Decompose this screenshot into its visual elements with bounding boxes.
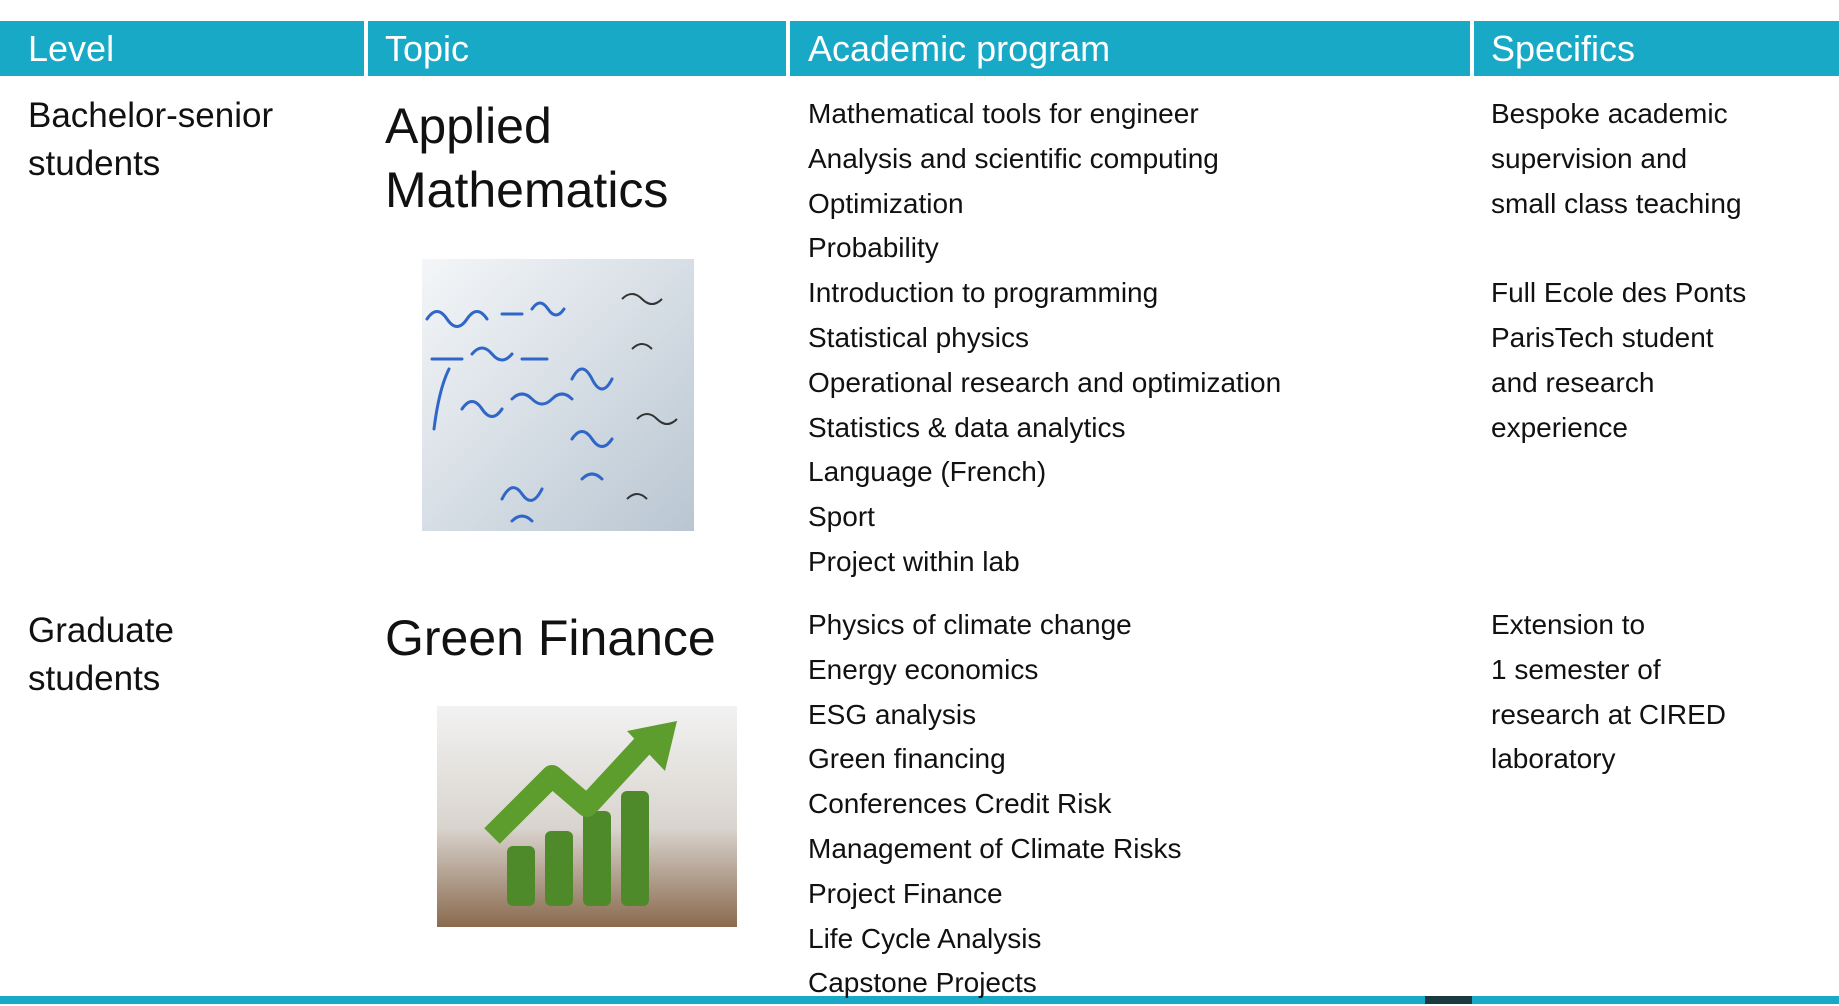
topic-text: Green Finance <box>385 610 716 666</box>
specifics-text: supervision and <box>1491 142 1688 174</box>
program-item: Project Finance <box>808 877 1003 909</box>
header-cell <box>0 21 364 76</box>
specifics-text: Extension to <box>1491 609 1646 640</box>
program-item: Energy economics <box>808 653 1039 685</box>
green-image <box>437 706 737 927</box>
footer-accent <box>1425 996 1472 1004</box>
program-item: ESG analysis <box>808 698 977 730</box>
specifics-text: laboratory <box>1491 743 1616 775</box>
column-header: Level <box>28 28 115 69</box>
header-cell <box>790 21 1470 76</box>
program-item: Operational research and optimization <box>808 366 1282 398</box>
program-item: Life Cycle Analysis <box>808 922 1042 954</box>
specifics-text: research at CIRED <box>1491 698 1726 730</box>
column-header: Specifics <box>1491 28 1636 69</box>
column-header: Academic program <box>808 28 1111 69</box>
header-cell <box>1474 21 1839 76</box>
level-text: Bachelor-senior <box>28 96 274 135</box>
program-item: Conferences Credit Risk <box>808 788 1112 820</box>
footer-bar <box>0 996 1839 1004</box>
program-item: Physics of climate change <box>808 609 1132 640</box>
topic-text: Mathematics <box>385 162 669 218</box>
specifics-text: 1 semester of <box>1491 653 1661 685</box>
program-item: Project within lab <box>808 546 1020 577</box>
program-item: Probability <box>808 232 939 264</box>
program-item: Statistical physics <box>808 322 1029 353</box>
header-cell <box>368 21 786 76</box>
program-item: Capstone Projects <box>808 967 1037 999</box>
level-text: Graduate <box>28 611 174 650</box>
column-header: Topic <box>385 28 470 69</box>
program-item: Statistics & data analytics <box>808 411 1126 443</box>
specifics-text: Full Ecole des Ponts <box>1491 277 1747 309</box>
program-item: Sport <box>808 501 875 533</box>
specifics-text: experience <box>1491 411 1628 443</box>
program-item: Analysis and scientific computing <box>808 142 1219 174</box>
specifics-text: small class teaching <box>1491 187 1742 219</box>
program-item: Management of Climate Risks <box>808 833 1182 864</box>
program-item: Green financing <box>808 743 1006 775</box>
topic-text: Applied <box>385 98 552 154</box>
program-item: Introduction to programming <box>808 277 1159 309</box>
math-image <box>422 259 694 531</box>
level-text: students <box>28 144 161 183</box>
program-item: Language (French) <box>808 456 1047 488</box>
specifics-text: Bespoke academic <box>1491 98 1728 129</box>
program-item: Optimization <box>808 187 964 219</box>
specifics-text: and research <box>1491 366 1655 398</box>
program-item: Mathematical tools for engineer <box>808 98 1199 129</box>
level-text: students <box>28 659 161 698</box>
specifics-text: ParisTech student <box>1491 322 1714 353</box>
